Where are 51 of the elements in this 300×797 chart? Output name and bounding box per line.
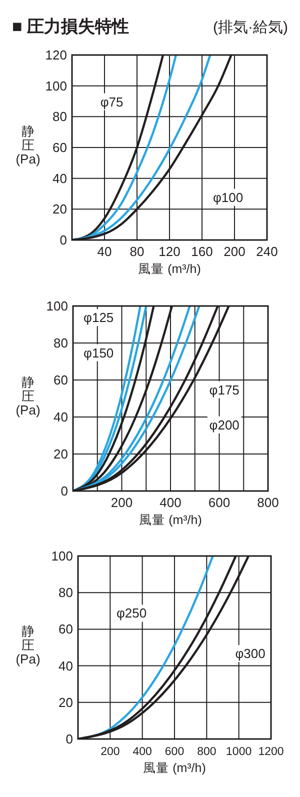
y-tick-label: 80 [58, 585, 73, 600]
x-tick-label: 200 [224, 244, 246, 259]
chart-title: ■ 圧力損失特性 [12, 17, 129, 36]
y-tick-label: 0 [60, 232, 67, 248]
annotation: φ150 [84, 345, 114, 360]
y-axis-title: 静圧(Pa) [16, 124, 40, 166]
y-tick-label: 60 [52, 140, 67, 155]
y-tick-label: 100 [46, 298, 68, 314]
y-tick-label: 60 [58, 622, 73, 637]
annotation: φ75 [100, 94, 124, 110]
annotation: φ200 [209, 417, 240, 432]
y-tick-label: 80 [52, 109, 67, 124]
annotation: φ100 [212, 190, 244, 205]
annotation: φ175 [209, 382, 240, 398]
x-axis-title: 風量 (m³/h) [143, 761, 206, 775]
y-tick-label: 0 [66, 732, 73, 746]
y-tick-label: 20 [58, 694, 73, 710]
x-tick-label: 800 [197, 746, 216, 758]
y-tick-label: 0 [60, 484, 68, 498]
y-axis-title: 静圧(Pa) [16, 624, 40, 666]
annotation: φ125 [84, 310, 114, 326]
y-tick-label: 60 [54, 372, 68, 388]
x-tick-label: 1000 [226, 746, 252, 758]
x-tick-label: 240 [256, 244, 278, 259]
y-tick-label: 100 [45, 78, 67, 94]
chart-subtitle: (排気·給気) [213, 19, 288, 36]
y-tick-label: 20 [54, 446, 68, 462]
y-tick-label: 40 [52, 170, 67, 186]
x-tick-label: 200 [110, 495, 133, 510]
x-tick-label: 600 [164, 746, 184, 758]
x-tick-label: 160 [191, 244, 213, 259]
y-tick-label: 20 [52, 202, 67, 217]
x-tick-label: 400 [132, 746, 152, 758]
annotation: φ250 [116, 606, 147, 621]
x-tick-label: 120 [158, 244, 180, 259]
x-tick-label: 80 [130, 244, 144, 259]
annotation: φ300 [235, 646, 266, 661]
x-axis-title: 風量 (m³/h) [139, 513, 202, 527]
y-tick-label: 40 [54, 410, 68, 424]
x-tick-label: 600 [208, 495, 230, 510]
x-tick-label: 800 [257, 495, 279, 510]
y-tick-label: 80 [54, 336, 68, 350]
y-tick-label: 100 [51, 548, 73, 564]
x-tick-label: 40 [97, 244, 112, 259]
y-tick-label: 120 [45, 48, 67, 62]
x-tick-label: 200 [100, 746, 120, 758]
x-axis-title: 風量 (m³/h) [138, 262, 201, 276]
y-axis-title: 静圧(Pa) [16, 374, 40, 418]
x-tick-label: 1200 [258, 746, 284, 758]
y-tick-label: 40 [58, 658, 73, 674]
x-tick-label: 400 [160, 495, 182, 510]
